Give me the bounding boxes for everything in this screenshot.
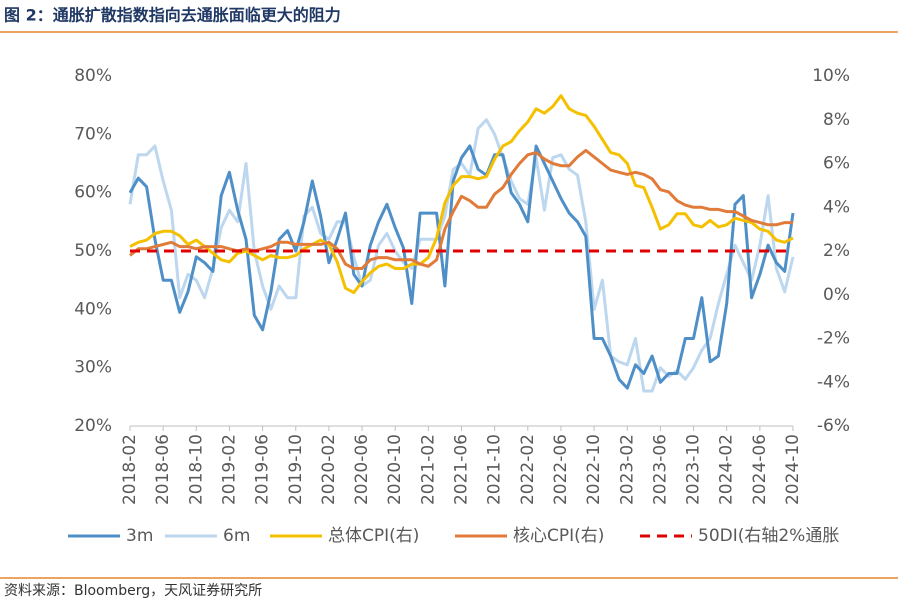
legend-label: 50DI(右轴2%通胀 — [698, 526, 839, 546]
x-tick-label: 2020-10 — [385, 434, 405, 505]
y2-tick-label: -6% — [817, 416, 850, 436]
legend-label: 总体CPI(右) — [328, 526, 419, 546]
x-tick-label: 2024-02 — [717, 434, 737, 505]
y-tick-label: 80% — [74, 66, 112, 86]
x-tick-label: 2023-06 — [650, 434, 670, 505]
y-tick-label: 70% — [74, 124, 112, 144]
x-tick-label: 2018-10 — [186, 434, 206, 505]
series-line — [128, 144, 795, 390]
y-tick-label: 50% — [74, 241, 112, 261]
x-tick-label: 2018-02 — [120, 434, 140, 505]
legend-label: 核心CPI(右) — [513, 526, 604, 546]
x-tick-label: 2024-10 — [783, 434, 803, 505]
x-tick-label: 2021-02 — [418, 434, 438, 505]
y-tick-label: 60% — [74, 183, 112, 203]
series-line — [128, 118, 795, 393]
y2-tick-label: 6% — [823, 154, 850, 174]
y2-tick-label: 8% — [823, 110, 850, 130]
chart-title: 图 2：通胀扩散指数指向去通胀面临更大的阻力 — [4, 6, 341, 25]
x-tick-label: 2019-06 — [253, 434, 273, 505]
x-tick-label: 2020-06 — [352, 434, 372, 505]
y2-tick-label: -2% — [817, 329, 850, 349]
x-tick-label: 2024-06 — [750, 434, 770, 505]
source: 资料来源：Bloomberg，天风证券研究所 — [4, 583, 262, 599]
y2-tick-label: 4% — [823, 197, 850, 217]
series-line — [129, 94, 794, 295]
y2-tick-label: 2% — [823, 241, 850, 261]
x-tick-label: 2023-02 — [617, 434, 637, 505]
x-tick-label: 2018-06 — [153, 434, 173, 505]
x-tick-label: 2022-02 — [518, 434, 538, 505]
x-tick-label: 2021-06 — [452, 434, 472, 505]
y-tick-label: 40% — [74, 299, 112, 319]
legend-label: 6m — [223, 526, 250, 546]
y-tick-label: 20% — [74, 416, 112, 436]
x-tick-label: 2022-06 — [551, 434, 571, 505]
y-tick-label: 30% — [74, 358, 112, 378]
x-tick-label: 2020-02 — [319, 434, 339, 505]
x-tick-label: 2023-10 — [684, 434, 704, 505]
x-tick-label: 2019-02 — [219, 434, 239, 505]
x-tick-label: 2022-10 — [584, 434, 604, 505]
y2-tick-label: 10% — [812, 66, 850, 86]
legend-label: 3m — [126, 526, 153, 546]
y2-tick-label: 0% — [823, 285, 850, 305]
y2-tick-label: -4% — [817, 372, 850, 392]
x-tick-label: 2021-10 — [485, 434, 505, 505]
x-tick-label: 2019-10 — [286, 434, 306, 505]
